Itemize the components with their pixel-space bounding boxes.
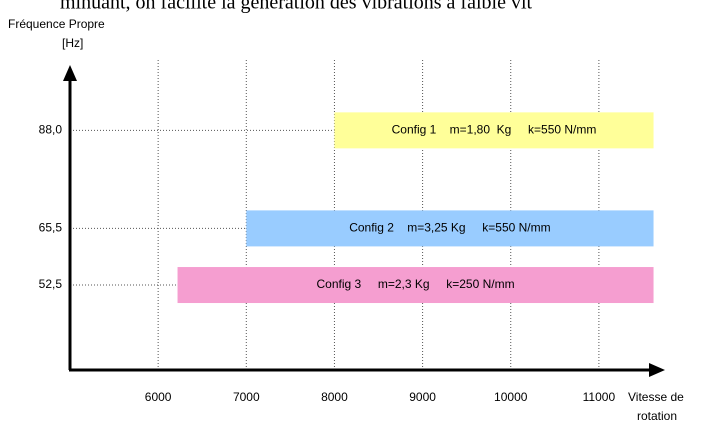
x-tick-label: 9000 xyxy=(409,390,436,404)
range-bar xyxy=(246,210,654,247)
y-tick-label: 52,5 xyxy=(39,277,63,291)
bar-label: Config 3 m=2,3 Kg k=250 N/mm xyxy=(316,277,514,291)
bar-label: Config 2 m=3,25 Kg k=550 N/mm xyxy=(349,221,550,235)
x-tick-label: 8000 xyxy=(321,390,348,404)
x-axis-arrow xyxy=(649,363,665,377)
y-axis-arrow xyxy=(63,65,77,81)
x-tick-label: 7000 xyxy=(233,390,260,404)
x-tick-label: 11000 xyxy=(583,390,616,404)
x-axis-label: rotation xyxy=(637,409,677,423)
y-axis-label: Fréquence Propre xyxy=(8,17,105,31)
bar-label: Config 1 m=1,80 Kg k=550 N/mm xyxy=(392,123,597,137)
range-bar xyxy=(334,112,654,149)
range-bar xyxy=(177,267,654,304)
x-tick-label: 10000 xyxy=(494,390,528,404)
x-tick-label: 6000 xyxy=(145,390,172,404)
header-text: minuant, on facilite la génération des v… xyxy=(60,0,533,14)
y-tick-label: 88,0 xyxy=(39,123,63,137)
x-axis-label: Vitesse de xyxy=(628,390,684,404)
y-axis-label: [Hz] xyxy=(62,36,83,50)
y-tick-label: 65,5 xyxy=(39,221,63,235)
